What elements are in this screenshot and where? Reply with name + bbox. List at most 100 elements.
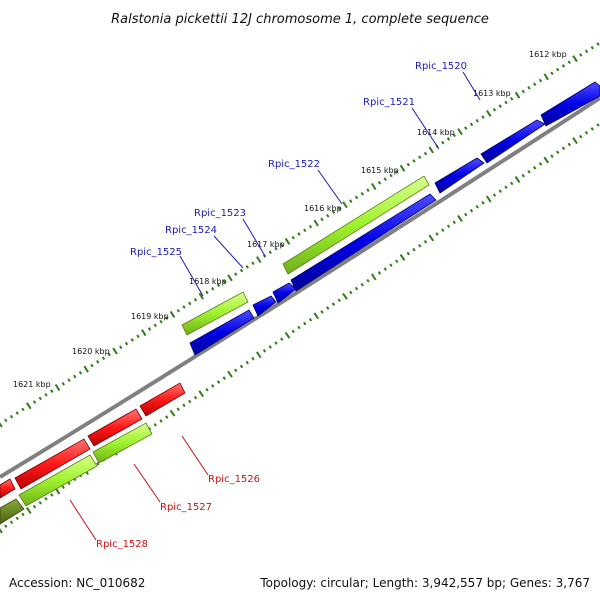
inner-tick <box>485 195 492 203</box>
outer-tick <box>256 256 262 264</box>
label-rpic-1523[interactable]: Rpic_1523 <box>194 208 246 219</box>
label-rpic-1528[interactable]: Rpic_1528 <box>96 539 148 550</box>
outer-tick <box>50 389 54 393</box>
scale-labels: 1612 kbp 1613 kbp 1614 kbp 1615 kbp 1616… <box>13 50 567 389</box>
outer-tick <box>159 319 163 324</box>
inner-tick <box>399 253 406 261</box>
outer-tick <box>147 327 152 331</box>
outer-tick <box>26 402 32 410</box>
inner-tick <box>441 228 445 232</box>
inner-tick <box>38 500 42 505</box>
outer-tick <box>498 104 502 108</box>
outer-tick <box>572 55 578 63</box>
outer-tick <box>457 128 463 136</box>
forward-cds-track <box>189 81 600 356</box>
cds-rpic-1521[interactable] <box>480 119 546 164</box>
inner-tick <box>216 380 221 384</box>
outer-tick <box>21 407 25 412</box>
accession-label: Accession: NC_010682 <box>9 576 146 590</box>
inner-tick <box>366 278 370 283</box>
outer-tick <box>406 162 410 167</box>
label-rpic-1525[interactable]: Rpic_1525 <box>130 247 182 258</box>
outer-tick <box>222 279 226 284</box>
inner-tick <box>25 507 32 514</box>
inner-tick <box>222 376 226 380</box>
outer-tick <box>452 133 456 138</box>
label-rpic-1524[interactable]: Rpic_1524 <box>165 225 217 236</box>
inner-tick <box>428 234 435 242</box>
inner-tick <box>211 384 215 388</box>
gene-rpic-1528[interactable] <box>18 454 98 507</box>
inner-tick <box>349 290 353 295</box>
outer-tick <box>4 418 8 423</box>
gene-rpic-1527[interactable] <box>92 422 153 464</box>
cds-rpic-1528[interactable] <box>14 438 91 490</box>
inner-tick <box>245 360 249 365</box>
label-rpic-1527[interactable]: Rpic_1527 <box>160 502 212 513</box>
outer-tick <box>153 323 157 328</box>
outer-tick <box>227 274 233 282</box>
outer-tick <box>274 246 278 251</box>
label-rpic-1521[interactable]: Rpic_1521 <box>363 97 415 108</box>
inner-tick <box>9 520 14 525</box>
leader-rpic-1525 <box>179 255 204 297</box>
outer-tick <box>510 96 514 101</box>
cds-rpic-1524[interactable] <box>252 295 277 317</box>
inner-tick <box>182 403 186 408</box>
inner-tick <box>342 292 348 300</box>
cds-rpic-1521b[interactable] <box>434 157 485 194</box>
inner-tick <box>262 349 267 353</box>
cds-rpic-1526[interactable] <box>139 382 186 417</box>
gene-rpic-1529[interactable] <box>0 498 25 525</box>
gene-rpic-1525[interactable] <box>181 291 249 336</box>
inner-tick-marks <box>0 123 600 534</box>
map-title: Ralstonia pickettii 12J chromosome 1, co… <box>111 12 489 27</box>
inner-tick <box>188 399 192 404</box>
outer-tick <box>188 301 192 306</box>
outer-tick <box>395 170 399 174</box>
outer-tick <box>469 122 474 127</box>
inner-tick <box>251 356 255 361</box>
outer-tick <box>514 91 521 99</box>
outer-tick <box>268 250 272 255</box>
cds-rpic-1529[interactable] <box>0 478 16 499</box>
inner-tick <box>412 247 416 252</box>
scale-label-1616: 1616 kbp <box>304 204 342 213</box>
scale-label-1612: 1612 kbp <box>529 50 567 59</box>
label-rpic-1520[interactable]: Rpic_1520 <box>415 61 467 72</box>
cds-rpic-1523[interactable] <box>272 282 297 304</box>
outer-tick <box>112 347 118 355</box>
outer-tick <box>130 338 134 342</box>
outer-tick <box>0 422 3 428</box>
forward-gene-labels: Rpic_1520 Rpic_1521 Rpic_1522 Rpic_1523 … <box>130 61 481 297</box>
inner-tick <box>21 512 25 517</box>
inner-tick <box>15 516 19 521</box>
inner-tick <box>0 528 3 534</box>
outer-tick <box>313 219 319 227</box>
inner-tick <box>452 220 456 225</box>
leader-rpic-1520 <box>462 71 481 101</box>
outer-tick <box>596 42 600 46</box>
reverse-cds-track <box>0 382 186 499</box>
outer-tick <box>331 210 336 214</box>
outer-tick <box>446 137 451 141</box>
outer-tick <box>211 286 215 291</box>
gene-rpic-1522[interactable] <box>282 175 430 275</box>
reverse-gene-labels: Rpic_1526 Rpic_1527 Rpic_1528 <box>69 435 260 550</box>
label-rpic-1526[interactable]: Rpic_1526 <box>208 474 260 485</box>
inner-tick <box>550 154 554 158</box>
cds-rpic-1525[interactable] <box>189 309 255 356</box>
inner-tick <box>50 493 54 497</box>
outer-tick <box>239 268 244 273</box>
outer-tick <box>205 290 209 295</box>
outer-tick <box>216 283 221 287</box>
inner-tick <box>153 423 157 427</box>
inner-tick <box>193 395 198 400</box>
outer-tick <box>418 155 422 160</box>
leader-rpic-1523 <box>242 218 266 257</box>
cds-rpic-1527[interactable] <box>87 408 143 447</box>
leader-rpic-1526 <box>181 435 209 476</box>
inner-tick <box>457 215 463 222</box>
label-rpic-1522[interactable]: Rpic_1522 <box>268 159 320 170</box>
